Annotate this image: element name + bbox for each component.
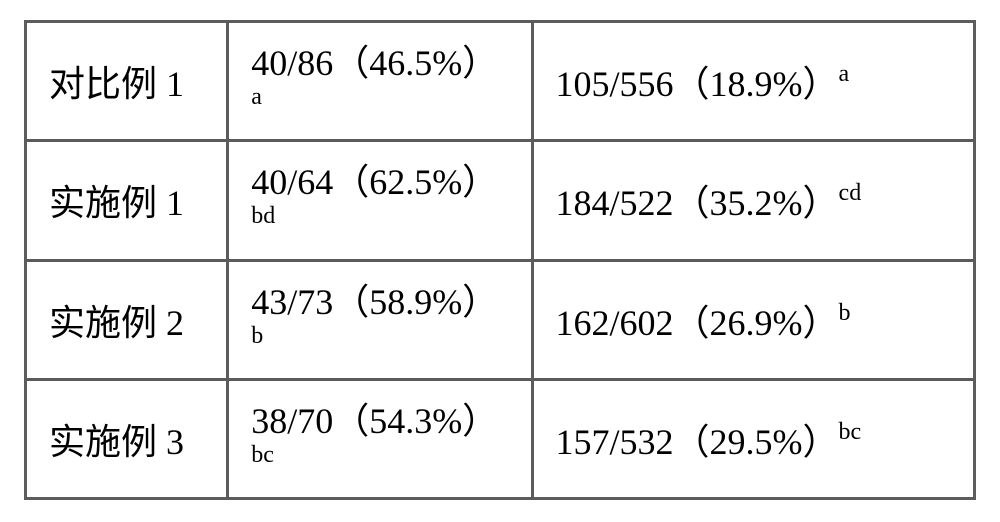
col3-superscript: b bbox=[839, 300, 851, 326]
row-label: 实施例 2 bbox=[49, 303, 184, 343]
col2-value: 40/64（62.5%） bbox=[251, 162, 498, 202]
row-label-cell: 实施例 3 bbox=[26, 379, 228, 498]
col3-value: 105/556（18.9%） bbox=[556, 64, 839, 104]
row-label-cell: 对比例 1 bbox=[26, 22, 228, 141]
col3-superscript: bc bbox=[839, 419, 862, 445]
row-label: 对比例 1 bbox=[49, 64, 184, 104]
col2-cell: 40/64（62.5%）bd bbox=[228, 141, 532, 260]
col2-superscript: bd bbox=[251, 203, 275, 229]
col2-value: 40/86（46.5%） bbox=[251, 43, 498, 83]
col3-value: 184/522（35.2%） bbox=[556, 183, 839, 223]
col2-superscript: bc bbox=[251, 442, 274, 468]
table-row: 对比例 1 40/86（46.5%）a 105/556（18.9%）a bbox=[26, 22, 975, 141]
col3-value: 162/602（26.9%） bbox=[556, 303, 839, 343]
col2-superscript: a bbox=[251, 84, 262, 110]
col3-cell: 162/602（26.9%）b bbox=[532, 260, 974, 379]
table-row: 实施例 1 40/64（62.5%）bd 184/522（35.2%）cd bbox=[26, 141, 975, 260]
col3-cell: 184/522（35.2%）cd bbox=[532, 141, 974, 260]
col2-cell: 38/70（54.3%）bc bbox=[228, 379, 532, 498]
col3-cell: 105/556（18.9%）a bbox=[532, 22, 974, 141]
row-label-cell: 实施例 2 bbox=[26, 260, 228, 379]
col2-value: 43/73（58.9%） bbox=[251, 282, 498, 322]
col2-value: 38/70（54.3%） bbox=[251, 401, 498, 441]
col2-superscript: b bbox=[251, 323, 263, 349]
row-label: 实施例 1 bbox=[49, 183, 184, 223]
col3-cell: 157/532（29.5%）bc bbox=[532, 379, 974, 498]
data-table: 对比例 1 40/86（46.5%）a 105/556（18.9%）a 实施例 … bbox=[24, 20, 976, 500]
col3-superscript: cd bbox=[839, 180, 862, 206]
col2-cell: 40/86（46.5%）a bbox=[228, 22, 532, 141]
col2-cell: 43/73（58.9%）b bbox=[228, 260, 532, 379]
col3-value: 157/532（29.5%） bbox=[556, 422, 839, 462]
table-row: 实施例 3 38/70（54.3%）bc 157/532（29.5%）bc bbox=[26, 379, 975, 498]
table-row: 实施例 2 43/73（58.9%）b 162/602（26.9%）b bbox=[26, 260, 975, 379]
row-label-cell: 实施例 1 bbox=[26, 141, 228, 260]
col3-superscript: a bbox=[839, 61, 850, 87]
row-label: 实施例 3 bbox=[49, 422, 184, 462]
